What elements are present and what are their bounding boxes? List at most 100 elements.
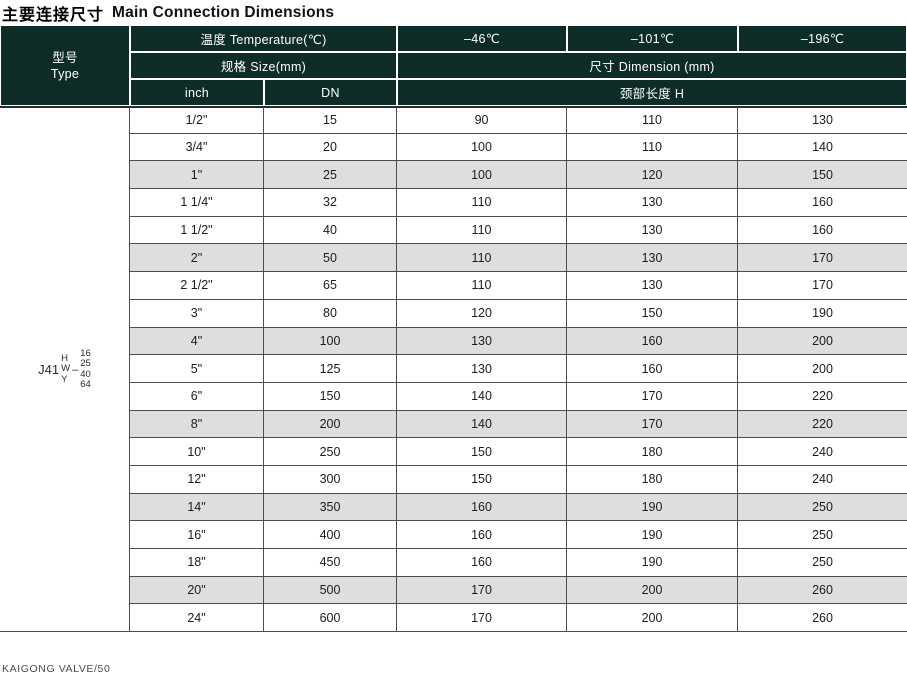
table-cell: 20 bbox=[264, 133, 398, 162]
table-cell: 2 1/2" bbox=[130, 272, 264, 300]
table-cell: 300 bbox=[264, 465, 398, 494]
table-cell: 90 bbox=[397, 106, 568, 134]
header-inch: inch bbox=[130, 79, 264, 106]
header-row-1: 型号 Type 温度 Temperature(℃) –46℃ –101℃ –19… bbox=[0, 25, 907, 106]
table-cell: 32 bbox=[264, 189, 398, 217]
model-ratings: 16 25 40 64 bbox=[80, 347, 91, 391]
table-row: 4" 100 130 160 200 bbox=[0, 327, 907, 356]
model-letter: H bbox=[61, 352, 69, 364]
model-letters: H W Y bbox=[61, 352, 71, 386]
table-cell: 160 bbox=[738, 216, 907, 245]
table-cell: 130 bbox=[738, 106, 907, 134]
table-row: 3" 80 120 150 190 bbox=[0, 299, 907, 328]
table-cell: 50 bbox=[264, 244, 398, 273]
table-cell: 12" bbox=[130, 465, 264, 494]
table-cell: 160 bbox=[397, 493, 568, 522]
header-temperature: 温度 Temperature(℃) bbox=[130, 25, 398, 52]
table-cell: 170 bbox=[397, 604, 568, 633]
table-row: 6" 150 140 170 220 bbox=[0, 382, 907, 411]
table-row: 12" 300 150 180 240 bbox=[0, 465, 907, 494]
table-cell: 40 bbox=[264, 216, 398, 245]
table-cell: 190 bbox=[567, 493, 739, 522]
table-cell: 150 bbox=[567, 299, 739, 328]
table-row: 8" 200 140 170 220 bbox=[0, 410, 907, 439]
table-cell: 110 bbox=[397, 244, 568, 273]
table-cell: 500 bbox=[264, 576, 398, 605]
header-temp-minus196: –196℃ bbox=[738, 25, 907, 52]
table-cell: 18" bbox=[130, 549, 264, 577]
table-cell: 120 bbox=[567, 161, 739, 190]
table-row: 3/4" 20 100 110 140 bbox=[0, 133, 907, 162]
header-row-3: inch DN 颈部长度 H bbox=[0, 79, 907, 106]
table-cell: 14" bbox=[130, 493, 264, 522]
table-cell: 24" bbox=[130, 604, 264, 633]
table-cell: 170 bbox=[397, 576, 568, 605]
table-cell: 260 bbox=[738, 604, 907, 633]
model-letter: W bbox=[61, 363, 71, 375]
type-designation-cell: J41 H W Y – 16 25 40 64 bbox=[0, 106, 130, 633]
table-cell: 160 bbox=[738, 189, 907, 217]
table-cell: 170 bbox=[738, 244, 907, 273]
table-cell: 150 bbox=[264, 382, 398, 411]
table-cell: 250 bbox=[264, 438, 398, 466]
header-type: 型号 Type bbox=[0, 25, 130, 106]
table-row: 1 1/2" 40 110 130 160 bbox=[0, 216, 907, 245]
header-dimension: 尺寸 Dimension (mm) bbox=[397, 52, 907, 79]
table-cell: 130 bbox=[397, 327, 568, 356]
table-cell: 100 bbox=[397, 161, 568, 190]
model-rating: 40 bbox=[80, 368, 91, 380]
header-row-2: 规格 Size(mm) 尺寸 Dimension (mm) bbox=[0, 52, 907, 79]
table-cell: 110 bbox=[567, 133, 739, 162]
table-row: 5" 125 130 160 200 bbox=[0, 355, 907, 383]
table-cell: 15 bbox=[264, 106, 398, 134]
table-cell: 160 bbox=[397, 549, 568, 577]
model-rating: 16 bbox=[80, 347, 91, 359]
model-rating: 64 bbox=[80, 379, 91, 391]
table-row: 1" 25 100 120 150 bbox=[0, 161, 907, 190]
header-type-cn: 型号 bbox=[52, 50, 78, 65]
table-cell: 65 bbox=[264, 272, 398, 300]
table-cell: 180 bbox=[567, 438, 739, 466]
table-cell: 130 bbox=[567, 189, 739, 217]
table-cell: 16" bbox=[130, 521, 264, 549]
table-cell: 110 bbox=[397, 216, 568, 245]
table-cell: 25 bbox=[264, 161, 398, 190]
table-cell: 600 bbox=[264, 604, 398, 633]
header-type-en: Type bbox=[50, 66, 80, 81]
table-cell: 130 bbox=[567, 216, 739, 245]
table-cell: 250 bbox=[738, 549, 907, 577]
table-cell: 4" bbox=[130, 327, 264, 356]
connection-dimensions-table: 型号 Type 温度 Temperature(℃) –46℃ –101℃ –19… bbox=[0, 25, 907, 633]
table-cell: 200 bbox=[738, 355, 907, 383]
table-cell: 160 bbox=[397, 521, 568, 549]
header-temp-minus101: –101℃ bbox=[567, 25, 739, 52]
table-cell: 1/2" bbox=[130, 106, 264, 134]
table-cell: 5" bbox=[130, 355, 264, 383]
table-cell: 240 bbox=[738, 438, 907, 466]
table-cell: 1" bbox=[130, 161, 264, 190]
table-cell: 10" bbox=[130, 438, 264, 466]
table-cell: 2" bbox=[130, 244, 264, 273]
header-dn: DN bbox=[264, 79, 398, 106]
table-cell: 200 bbox=[567, 604, 739, 633]
table-row: 18" 450 160 190 250 bbox=[0, 549, 907, 577]
table-row: 20" 500 170 200 260 bbox=[0, 576, 907, 605]
table-cell: 3" bbox=[130, 299, 264, 328]
table-cell: 6" bbox=[130, 382, 264, 411]
table-cell: 140 bbox=[397, 410, 568, 439]
footer-text: KAIGONG VALVE/50 bbox=[2, 663, 111, 675]
table-row: 1 1/4" 32 110 130 160 bbox=[0, 189, 907, 217]
page-title-en: Main Connection Dimensions bbox=[112, 4, 335, 21]
table-row: 24" 600 170 200 260 bbox=[0, 604, 907, 633]
table-cell: 190 bbox=[738, 299, 907, 328]
table-cell: 260 bbox=[738, 576, 907, 605]
model-letter: Y bbox=[61, 373, 68, 385]
table-cell: 120 bbox=[397, 299, 568, 328]
table-body: J41 H W Y – 16 25 40 64 1/2" 15 90 110 130 3/… bbox=[0, 106, 907, 633]
page-title: 主要连接尺寸 Main Connection Dimensions bbox=[0, 0, 907, 25]
table-cell: 150 bbox=[397, 438, 568, 466]
table-cell: 125 bbox=[264, 355, 398, 383]
table-cell: 140 bbox=[397, 382, 568, 411]
table-cell: 170 bbox=[567, 410, 739, 439]
table-cell: 80 bbox=[264, 299, 398, 328]
